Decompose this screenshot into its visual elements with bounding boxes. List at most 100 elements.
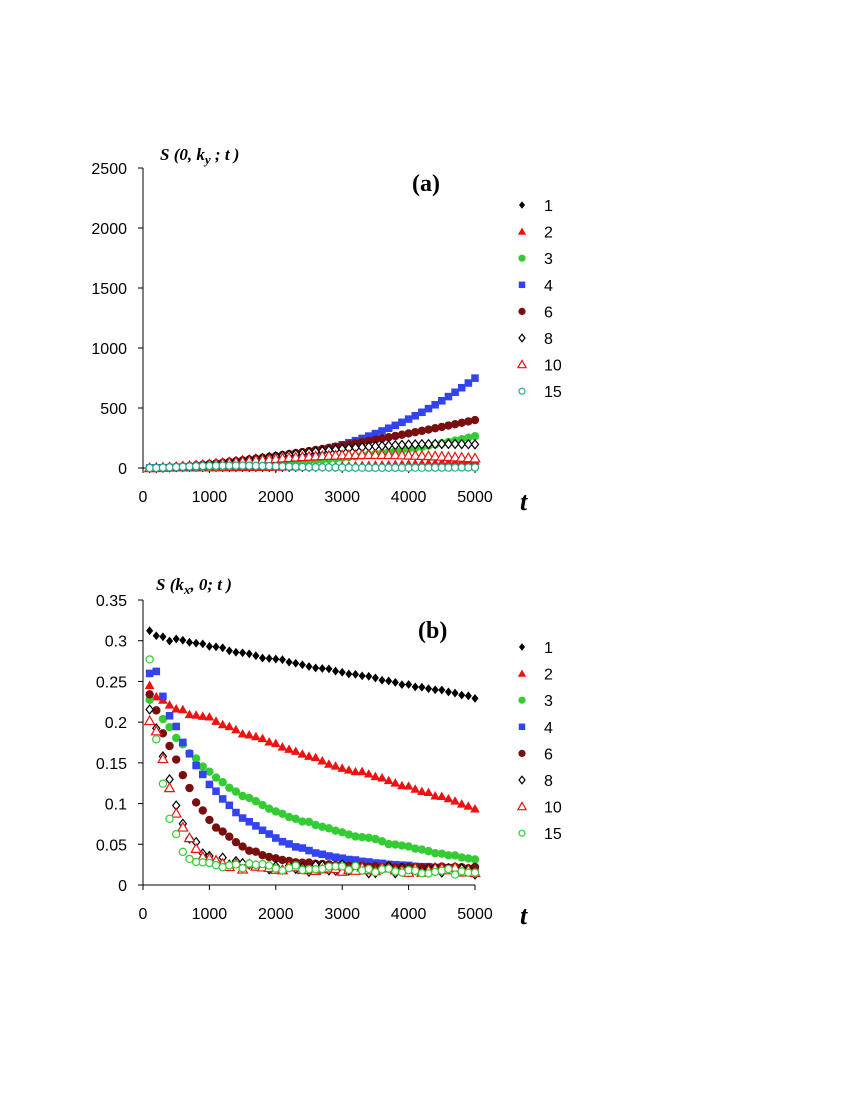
- data-point: [205, 642, 213, 651]
- data-point: [463, 801, 474, 810]
- y-tick-label: 0: [118, 461, 127, 478]
- x-tick-label: 2000: [258, 906, 294, 923]
- data-point: [190, 842, 202, 853]
- data-point: [351, 861, 360, 871]
- data-point: [172, 722, 180, 731]
- data-point: [172, 634, 180, 644]
- legend-marker: [518, 254, 526, 262]
- data-point: [232, 647, 240, 657]
- data-point: [357, 833, 367, 842]
- data-point: [291, 814, 300, 824]
- data-point: [457, 418, 466, 428]
- data-point: [450, 851, 460, 860]
- data-point: [451, 688, 459, 698]
- data-point: [464, 438, 473, 450]
- data-point: [384, 433, 393, 442]
- data-point: [225, 801, 234, 810]
- data-point: [258, 826, 267, 835]
- legend-label: 6: [544, 304, 553, 321]
- legend-label: 15: [544, 826, 562, 843]
- data-point: [364, 436, 373, 446]
- data-point: [457, 438, 467, 450]
- data-point: [470, 804, 480, 813]
- data-point: [178, 770, 188, 780]
- data-point: [411, 427, 420, 437]
- data-point: [211, 823, 221, 832]
- data-point: [397, 430, 407, 439]
- data-point: [143, 714, 156, 726]
- data-point: [257, 733, 268, 743]
- data-point: [338, 854, 346, 862]
- y-axis-label: S (0, ky ; t ): [160, 145, 239, 167]
- data-point: [225, 646, 233, 656]
- data-point: [170, 807, 183, 818]
- y-tick-label: 500: [100, 401, 127, 418]
- data-point: [457, 383, 466, 392]
- data-point: [152, 706, 161, 715]
- data-point: [470, 868, 480, 877]
- y-tick-label: 0.2: [105, 715, 127, 732]
- data-point: [238, 814, 247, 822]
- data-point: [237, 728, 248, 738]
- panel-label: (b): [418, 618, 447, 644]
- y-tick-label: 0.05: [96, 837, 127, 854]
- data-point: [179, 635, 187, 645]
- data-point: [311, 820, 320, 830]
- legend-marker: [518, 723, 526, 731]
- data-point: [158, 714, 168, 724]
- data-point: [364, 858, 373, 866]
- data-point: [391, 677, 399, 687]
- data-point: [191, 710, 201, 719]
- data-point: [371, 673, 379, 683]
- data-point: [424, 404, 433, 413]
- data-point: [444, 438, 453, 450]
- data-point: [378, 675, 386, 685]
- x-tick-label: 3000: [324, 489, 360, 506]
- series-15: [145, 461, 480, 473]
- data-point: [444, 864, 453, 874]
- legend: 1 2 3 4 6 8 10 15: [516, 640, 562, 843]
- data-point: [458, 690, 466, 700]
- data-point: [185, 637, 194, 647]
- data-point: [305, 662, 313, 671]
- data-point: [417, 786, 427, 796]
- data-point: [464, 433, 473, 442]
- data-point: [218, 795, 227, 803]
- data-point: [383, 775, 394, 785]
- data-point: [324, 759, 334, 768]
- data-point: [402, 449, 415, 460]
- data-point: [411, 682, 419, 692]
- data-point: [151, 691, 162, 701]
- x-tick-label: 2000: [258, 489, 294, 506]
- x-axis-label: t: [520, 901, 528, 930]
- y-tick-label: 0: [118, 878, 127, 895]
- data-point: [264, 852, 274, 862]
- legend-marker: [518, 643, 526, 651]
- data-point: [159, 692, 167, 701]
- data-point: [332, 666, 340, 676]
- legend-label: 1: [544, 640, 553, 657]
- data-point: [450, 438, 460, 450]
- data-point: [231, 787, 241, 796]
- data-point: [179, 738, 187, 747]
- data-point: [422, 449, 435, 461]
- data-point: [252, 822, 260, 830]
- legend-label: 3: [544, 251, 553, 268]
- data-point: [344, 830, 354, 839]
- legend-label: 10: [544, 358, 562, 375]
- data-point: [145, 704, 154, 715]
- data-point: [451, 388, 459, 397]
- data-point: [464, 854, 473, 863]
- data-point: [418, 682, 426, 692]
- data-point: [345, 855, 353, 864]
- data-point: [470, 855, 480, 864]
- legend-marker: [518, 201, 526, 209]
- data-point: [437, 422, 446, 432]
- data-point: [312, 663, 320, 673]
- data-point: [324, 824, 334, 833]
- data-point: [270, 738, 281, 748]
- data-point: [338, 862, 347, 871]
- data-point: [191, 754, 201, 763]
- data-point: [212, 787, 220, 795]
- legend-marker: [518, 829, 526, 837]
